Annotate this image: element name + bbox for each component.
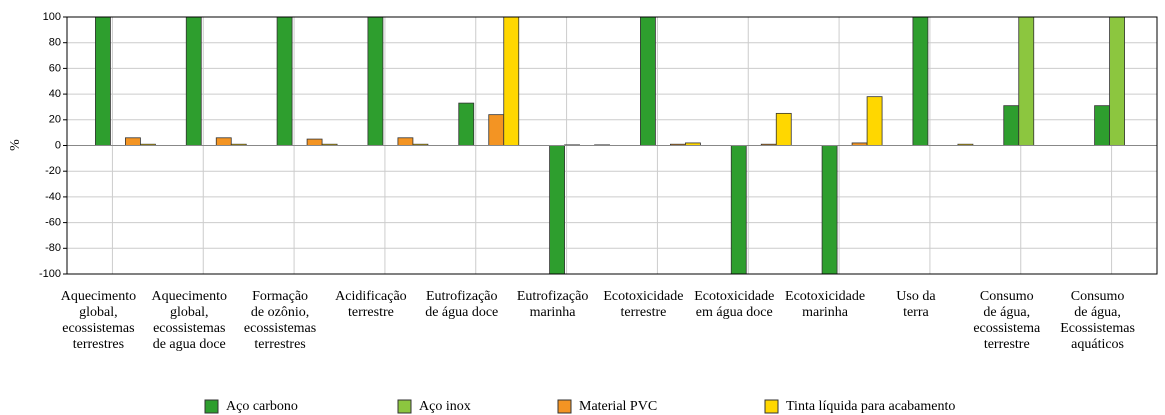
bar (821, 145, 838, 275)
x-tick-label: Formação de ozônio, ecossistemas terrestres (244, 289, 316, 352)
bar (1094, 105, 1110, 146)
y-tick-label: -100 (39, 268, 61, 280)
bar (503, 16, 520, 146)
y-tick-label: 20 (49, 114, 61, 126)
x-tick-label: Consumo de água, Ecossistemas aquáticos (1060, 289, 1135, 352)
legend-label: Material PVC (579, 399, 657, 414)
x-tick-label: Aquecimento global, ecossistemas terrestres (61, 289, 136, 352)
bar (488, 114, 505, 146)
bar (95, 16, 111, 146)
y-tick-label: 60 (49, 62, 61, 74)
x-tick-label: Ecotoxicidade marinha (785, 289, 865, 320)
legend-swatch (764, 399, 779, 414)
bar (1018, 16, 1035, 146)
x-tick-label: Eutrofização marinha (517, 289, 589, 320)
bar (730, 145, 747, 275)
bar (215, 137, 232, 146)
bar (1003, 105, 1020, 146)
y-tick-label: 100 (43, 11, 61, 23)
x-tick-label: Ecotoxicidade em água doce (694, 289, 774, 320)
bar (397, 137, 414, 146)
bar (912, 16, 929, 146)
bar (276, 16, 293, 146)
y-tick-label: -40 (45, 191, 61, 203)
bar (367, 16, 384, 146)
legend-swatch (204, 399, 219, 414)
legend-label: Aço carbono (226, 399, 298, 414)
bar (185, 16, 202, 146)
y-tick-label: 80 (49, 37, 61, 49)
y-tick-label: 40 (49, 88, 61, 100)
bar (640, 16, 656, 146)
bar (458, 102, 475, 146)
legend-swatch (557, 399, 572, 414)
y-tick-label: 0 (55, 139, 61, 151)
bar (549, 145, 565, 275)
bar (1109, 16, 1125, 146)
legend-swatch (397, 399, 412, 414)
x-tick-label: Acidificação terrestre (335, 289, 407, 320)
y-axis-label: % (8, 139, 23, 151)
x-tick-label: Eutrofização de água doce (425, 289, 498, 320)
y-tick-label: -60 (45, 217, 61, 229)
y-tick-label: -80 (45, 242, 61, 254)
x-tick-label: Ecotoxicidade terrestre (603, 289, 683, 320)
x-tick-label: Aquecimento global, ecossistemas de agua do… (152, 289, 227, 352)
legend-label: Aço inox (419, 399, 471, 414)
bar (125, 137, 141, 146)
bar (866, 96, 883, 146)
x-tick-label: Consumo de água, ecossistema terrestre (973, 289, 1041, 352)
bar (306, 138, 323, 146)
x-tick-label: Uso da terra (896, 289, 936, 320)
y-tick-label: -20 (45, 165, 61, 177)
plot-frame (66, 16, 1158, 275)
legend-label: Tinta líquida para acabamento (786, 399, 955, 414)
bar (775, 112, 792, 146)
